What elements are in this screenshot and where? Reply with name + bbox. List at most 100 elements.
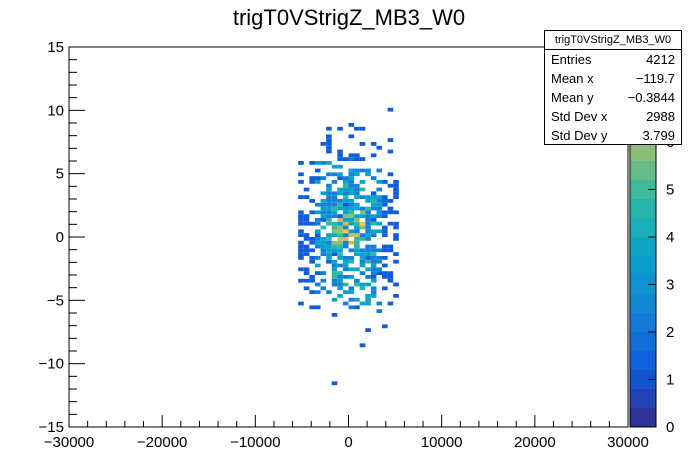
heatmap-cell — [387, 248, 394, 253]
heatmap-cell — [337, 282, 343, 287]
palette-segment — [630, 408, 656, 427]
y-tick-label: −15 — [39, 419, 64, 436]
heatmap-cell — [365, 229, 371, 234]
heatmap-cell — [359, 187, 366, 192]
heatmap-cell — [359, 225, 366, 230]
heatmap-cell — [337, 237, 343, 241]
heatmap-cell — [365, 218, 371, 222]
heatmap-cell — [348, 180, 355, 184]
heatmap-cell — [354, 297, 360, 302]
heatmap-cell — [298, 233, 304, 237]
x-tick-label: 30000 — [607, 434, 649, 451]
heatmap-cell — [365, 267, 371, 272]
heatmap-cell — [342, 180, 349, 184]
heatmap-cell — [320, 225, 327, 230]
heatmap-cell — [393, 237, 399, 241]
heatmap-cell — [298, 210, 304, 215]
y-tick-label: 0 — [56, 229, 64, 246]
heatmap-cell — [331, 271, 338, 275]
heatmap-cell — [298, 195, 304, 199]
heatmap-cell — [320, 191, 327, 196]
heatmap-cell — [348, 199, 355, 203]
heatmap-cell — [331, 164, 338, 169]
heatmap-cell — [303, 244, 310, 249]
heatmap-cell — [387, 278, 394, 283]
heatmap-cell — [320, 161, 327, 165]
heatmap-cell — [376, 259, 383, 264]
heatmap-cell — [393, 180, 399, 184]
heatmap-cell — [342, 244, 349, 249]
heatmap-cell — [331, 206, 338, 211]
heatmap-cell — [359, 271, 366, 275]
heatmap-cell — [354, 168, 360, 173]
stats-label: Entries — [551, 52, 592, 67]
heatmap-cell — [342, 176, 349, 180]
heatmap-cell — [359, 210, 366, 215]
heatmap-cell — [337, 218, 343, 222]
heatmap-cell — [342, 183, 349, 188]
heatmap-cell — [337, 187, 343, 192]
heatmap-cells — [298, 107, 399, 386]
heatmap-cell — [354, 183, 360, 188]
heatmap-cell — [348, 305, 355, 310]
stats-row-std-y: Std Dev y 3.799 — [545, 126, 681, 145]
heatmap-cell — [326, 149, 332, 154]
stats-row-std-x: Std Dev x 2988 — [545, 107, 681, 126]
heatmap-cell — [393, 233, 399, 237]
heatmap-cell — [354, 282, 360, 287]
stats-label: Std Dev x — [551, 109, 608, 124]
heatmap-cell — [354, 157, 360, 161]
heatmap-cell — [314, 210, 321, 215]
heatmap-cell — [309, 237, 315, 241]
heatmap-cell — [370, 286, 377, 291]
y-tick-label: 5 — [56, 166, 64, 183]
stats-title: trigT0VStrigZ_MB3_W0 — [545, 31, 681, 50]
heatmap-cell — [309, 305, 315, 310]
heatmap-cell — [393, 183, 399, 188]
heatmap-cell — [337, 275, 343, 279]
heatmap-cell — [348, 134, 355, 139]
heatmap-cell — [337, 256, 343, 260]
heatmap-cell — [337, 252, 343, 256]
heatmap-cell — [326, 172, 332, 177]
heatmap-cell — [365, 172, 371, 177]
heatmap-cell — [387, 107, 394, 112]
heatmap-cell — [382, 195, 388, 199]
heatmap-cell — [314, 282, 321, 287]
heatmap-cell — [348, 248, 355, 253]
heatmap-cell — [320, 214, 327, 218]
heatmap-cell — [348, 168, 355, 173]
heatmap-cell — [354, 221, 360, 226]
heatmap-cell — [337, 199, 343, 203]
heatmap-cell — [337, 176, 343, 180]
heatmap-cell — [337, 294, 343, 298]
heatmap-cell — [314, 218, 321, 222]
heatmap-cell — [298, 244, 304, 249]
heatmap-cell — [382, 210, 388, 215]
heatmap-cell — [298, 172, 304, 177]
heatmap-cell — [342, 233, 349, 237]
heatmap-cell — [365, 252, 371, 256]
heatmap-cell — [303, 233, 310, 237]
heatmap-cell — [387, 275, 394, 279]
heatmap-cell — [370, 176, 377, 180]
heatmap-cell — [303, 248, 310, 253]
heatmap-cell — [342, 229, 349, 234]
stats-row-mean-x: Mean x −119.7 — [545, 69, 681, 88]
heatmap-cell — [348, 229, 355, 234]
heatmap-cell — [298, 180, 304, 184]
x-tick-label: −10000 — [230, 434, 280, 451]
heatmap-cell — [376, 145, 383, 150]
heatmap-cell — [337, 225, 343, 230]
heatmap-cell — [337, 206, 343, 211]
heatmap-cell — [370, 267, 377, 272]
heatmap-cell — [348, 233, 355, 237]
heatmap-cell — [314, 237, 321, 241]
heatmap-cell — [309, 248, 315, 253]
heatmap-cell — [348, 240, 355, 245]
heatmap-cell — [331, 381, 338, 386]
heatmap-cell — [359, 343, 366, 348]
heatmap-cell — [365, 282, 371, 287]
heatmap-cell — [348, 210, 355, 215]
heatmap-cell — [348, 297, 355, 302]
